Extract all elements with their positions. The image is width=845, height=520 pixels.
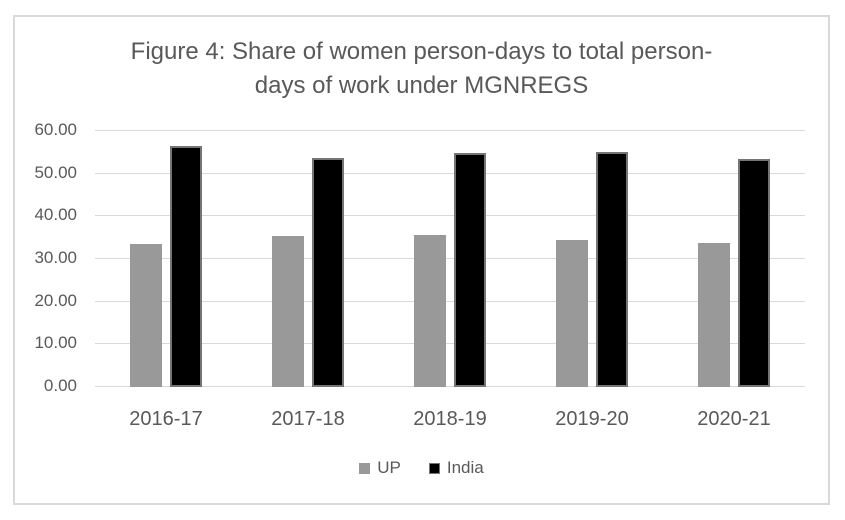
- bar-india-2018-19: [454, 153, 486, 387]
- chart-title: Figure 4: Share of women person-days to …: [15, 35, 828, 103]
- chart-title-line-1: Figure 4: Share of women person-days to …: [130, 38, 713, 65]
- legend-swatch-up-icon: [359, 462, 371, 474]
- bar-india-2016-17: [170, 146, 202, 387]
- gridline-20.00: [95, 301, 805, 302]
- y-tick-label-0.00: 0.00: [43, 376, 77, 395]
- gridline-0.00: [95, 386, 805, 387]
- legend-label-india: India: [446, 458, 484, 477]
- gridline-50.00: [95, 173, 805, 174]
- bar-india-2017-18: [312, 158, 344, 387]
- y-tick-label-60.00: 60.00: [34, 120, 77, 139]
- bar-up-2018-19: [414, 235, 446, 387]
- x-tick-label-2017-18: 2017-18: [271, 408, 345, 430]
- y-tick-label-40.00: 40.00: [34, 205, 77, 224]
- bar-group-2017-18: [237, 130, 379, 387]
- plot-area: [95, 130, 805, 387]
- legend-label-up: UP: [377, 458, 401, 477]
- bar-groups: [95, 130, 805, 387]
- bar-india-2020-21: [738, 159, 770, 387]
- x-tick-label-2016-17: 2016-17: [129, 408, 203, 430]
- bar-up-2020-21: [698, 243, 730, 387]
- y-tick-label-50.00: 50.00: [34, 163, 77, 182]
- bar-up-2017-18: [272, 236, 304, 387]
- x-tick-label-2019-20: 2019-20: [555, 408, 629, 430]
- chart-title-line-2: days of work under MGNREGS: [254, 72, 589, 99]
- y-tick-label-30.00: 30.00: [34, 248, 77, 267]
- gridline-60.00: [95, 130, 805, 131]
- legend: UP India: [15, 458, 828, 478]
- x-tick-label-2020-21: 2020-21: [697, 408, 771, 430]
- gridline-30.00: [95, 258, 805, 259]
- chart-frame: Figure 4: Share of women person-days to …: [13, 15, 830, 505]
- bar-group-2016-17: [95, 130, 237, 387]
- legend-item-up: UP: [359, 458, 401, 478]
- bar-up-2016-17: [130, 244, 162, 387]
- x-tick-label-2018-19: 2018-19: [413, 408, 487, 430]
- gridline-40.00: [95, 215, 805, 216]
- bar-group-2018-19: [379, 130, 521, 387]
- x-axis-labels: 2016-17 2017-18 2018-19 2019-20 2020-21: [95, 407, 805, 431]
- legend-item-india: India: [428, 458, 484, 478]
- bar-group-2020-21: [663, 130, 805, 387]
- y-tick-label-10.00: 10.00: [34, 333, 77, 352]
- y-tick-label-20.00: 20.00: [34, 291, 77, 310]
- legend-swatch-india-icon: [428, 462, 440, 474]
- bar-up-2019-20: [556, 240, 588, 387]
- bar-group-2019-20: [521, 130, 663, 387]
- bar-india-2019-20: [596, 152, 628, 387]
- gridline-10.00: [95, 343, 805, 344]
